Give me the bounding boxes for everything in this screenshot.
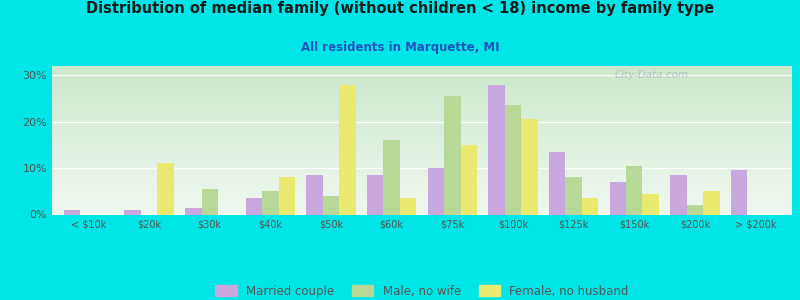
Bar bbox=[367, 175, 383, 214]
Bar bbox=[686, 205, 703, 214]
Bar bbox=[505, 105, 521, 214]
Bar bbox=[642, 194, 659, 214]
Bar bbox=[610, 182, 626, 214]
Text: Distribution of median family (without children < 18) income by family type: Distribution of median family (without c… bbox=[86, 2, 714, 16]
Bar bbox=[428, 168, 444, 214]
Legend: Married couple, Male, no wife, Female, no husband: Married couple, Male, no wife, Female, n… bbox=[210, 280, 634, 300]
Text: All residents in Marquette, MI: All residents in Marquette, MI bbox=[301, 40, 499, 53]
Bar bbox=[262, 191, 278, 214]
Bar bbox=[383, 140, 400, 214]
Bar bbox=[444, 96, 461, 214]
Bar bbox=[246, 198, 262, 214]
Bar bbox=[323, 196, 339, 214]
Bar bbox=[158, 164, 174, 214]
Bar bbox=[339, 85, 355, 214]
Bar bbox=[489, 85, 505, 214]
Bar bbox=[549, 152, 566, 214]
Bar bbox=[185, 208, 202, 214]
Bar bbox=[306, 175, 323, 214]
Bar bbox=[626, 166, 642, 214]
Bar bbox=[582, 198, 598, 214]
Bar bbox=[566, 177, 582, 214]
Bar bbox=[64, 210, 80, 214]
Bar bbox=[703, 191, 719, 214]
Bar bbox=[670, 175, 686, 214]
Bar bbox=[521, 119, 538, 214]
Bar bbox=[278, 177, 295, 214]
Text: City-Data.com: City-Data.com bbox=[614, 70, 689, 80]
Bar bbox=[125, 210, 141, 214]
Bar bbox=[202, 189, 218, 214]
Bar bbox=[400, 198, 416, 214]
Bar bbox=[731, 170, 747, 214]
Bar bbox=[461, 145, 477, 214]
